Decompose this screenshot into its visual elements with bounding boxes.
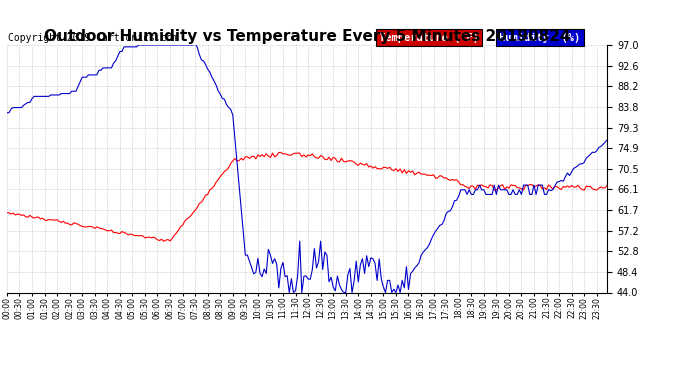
Text: Temperature (°F): Temperature (°F) xyxy=(379,33,479,42)
Text: Copyright 2019 Cartronics.com: Copyright 2019 Cartronics.com xyxy=(8,33,178,42)
Text: Humidity  (%): Humidity (%) xyxy=(499,33,580,42)
Title: Outdoor Humidity vs Temperature Every 5 Minutes 20190824: Outdoor Humidity vs Temperature Every 5 … xyxy=(43,29,571,44)
